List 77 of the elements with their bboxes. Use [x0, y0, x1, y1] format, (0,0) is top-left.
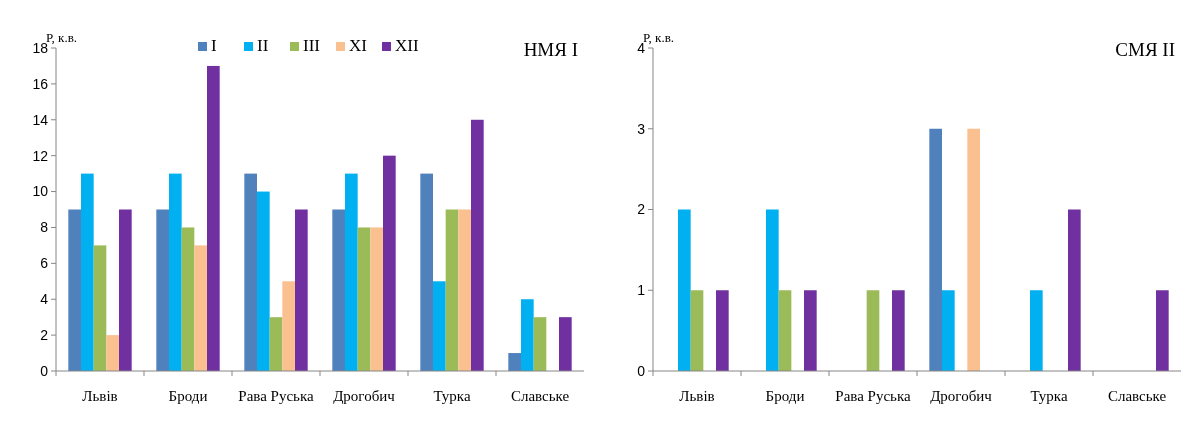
- bar: [677, 209, 691, 371]
- bar: [533, 317, 547, 371]
- bar: [690, 290, 704, 371]
- y-tick-label: 3: [637, 120, 646, 137]
- bar: [892, 290, 905, 371]
- bar: [1068, 209, 1081, 371]
- bar: [432, 281, 446, 371]
- bar: [370, 227, 384, 371]
- bar: [295, 209, 308, 371]
- bar: [181, 227, 195, 371]
- y-tick-label: 0: [40, 362, 49, 379]
- x-tick-label: Дрогобич: [333, 388, 396, 404]
- bar: [93, 245, 107, 371]
- bar: [804, 290, 817, 371]
- x-tick-label: Рава Руська: [238, 388, 315, 404]
- bar: [559, 317, 572, 371]
- bar: [357, 227, 371, 371]
- legend-label: III: [303, 36, 321, 55]
- x-tick-label: Турка: [1030, 388, 1068, 404]
- chart-title: НМЯ I: [523, 39, 578, 60]
- y-tick-label: 8: [40, 219, 49, 236]
- legend-label: XII: [395, 36, 419, 55]
- y-tick-label: 4: [40, 291, 49, 308]
- bar: [344, 173, 358, 371]
- x-tick-label: Броди: [168, 388, 208, 404]
- x-tick-label: Славське: [1107, 388, 1167, 404]
- legend-label: I: [211, 36, 217, 55]
- bar: [282, 281, 296, 371]
- bar: [1156, 290, 1169, 371]
- bar: [967, 128, 981, 371]
- x-tick-label: Броди: [765, 388, 805, 404]
- bar: [80, 173, 94, 371]
- x-tick-label: Славське: [510, 388, 570, 404]
- bar: [207, 65, 220, 371]
- bar: [156, 209, 169, 371]
- bar: [458, 209, 472, 371]
- y-tick-label: 10: [32, 183, 49, 200]
- bar: [68, 209, 81, 371]
- y-tick-label: 0: [637, 362, 646, 379]
- chart-title: СМЯ II: [1115, 39, 1175, 60]
- bar: [420, 173, 433, 371]
- bar: [445, 209, 459, 371]
- y-tick-label: 16: [32, 75, 49, 92]
- bar: [716, 290, 729, 371]
- bar: [106, 335, 120, 371]
- bar: [1029, 290, 1043, 371]
- y-tick-label: 14: [32, 111, 49, 128]
- bar: [508, 353, 521, 371]
- legend-label: XI: [349, 36, 368, 55]
- y-tick-label: 6: [40, 255, 49, 272]
- bar: [383, 155, 396, 371]
- bar: [520, 299, 534, 371]
- bar: [269, 317, 283, 371]
- bar: [256, 191, 270, 371]
- legend-label: II: [257, 36, 269, 55]
- y-axis-title: Р, к.в.: [46, 30, 78, 45]
- x-tick-label: Турка: [433, 388, 471, 404]
- x-tick-label: Львів: [82, 388, 118, 404]
- bar: [765, 209, 779, 371]
- bar: [929, 128, 942, 371]
- bar: [194, 245, 208, 371]
- bar: [244, 173, 257, 371]
- bar: [778, 290, 792, 371]
- bar: [471, 119, 484, 371]
- y-tick-label: 1: [637, 282, 646, 299]
- y-tick-label: 2: [40, 327, 49, 344]
- x-tick-label: Рава Руська: [835, 388, 912, 404]
- bar: [866, 290, 880, 371]
- x-tick-label: Львів: [679, 388, 715, 404]
- x-tick-label: Дрогобич: [930, 388, 993, 404]
- bar: [119, 209, 132, 371]
- y-tick-label: 12: [32, 147, 49, 164]
- y-axis-title: Р, к.в.: [643, 30, 675, 45]
- bar: [332, 209, 345, 371]
- bar: [941, 290, 955, 371]
- bar: [168, 173, 182, 371]
- y-tick-label: 2: [637, 201, 646, 218]
